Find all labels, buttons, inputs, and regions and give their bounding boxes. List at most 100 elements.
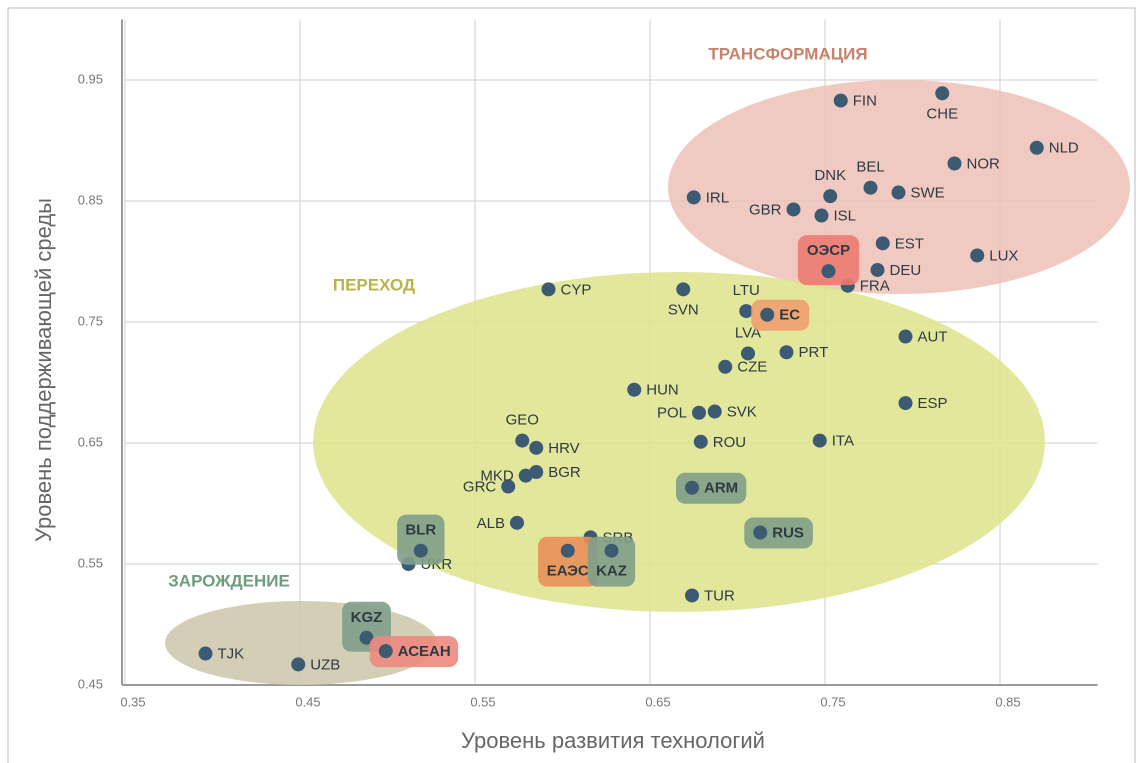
point-group: FIN [833,93,877,110]
point [693,434,708,449]
point-group: ALB [477,515,524,532]
point [685,588,699,603]
point-label: UZB [310,656,340,673]
point-group: ARM [676,472,747,504]
point [515,433,530,448]
point-label: ЕАЭС [547,563,589,580]
point-group: GEO [506,412,539,448]
point [833,93,848,108]
point-group: NOR [947,155,1001,172]
highlight-box [538,536,598,587]
point [685,480,699,495]
point-group: UZB [291,656,340,673]
point-group: ROU [693,434,746,451]
point [898,329,913,344]
point [510,515,524,530]
point-group: ЕС [751,299,810,331]
point-group: BGR [529,464,581,481]
point [604,543,619,558]
point-group: DEU [870,262,922,279]
point-label: HUN [646,382,679,399]
point [863,180,878,195]
point [970,248,985,263]
y-tick-label: 0.65 [78,434,103,449]
point-label: SVN [668,301,699,318]
point-label: SVK [727,404,757,421]
point-label: TJK [218,646,245,663]
point-label: HRV [548,440,579,457]
x-tick-label: 0.55 [470,694,495,709]
point [676,282,691,297]
y-tick-label: 0.45 [78,676,103,691]
point [518,468,533,483]
point [821,264,836,279]
point-label: TUR [704,587,735,604]
region-label: ЗАРОЖДЕНИЕ [168,571,290,590]
highlight-box [369,636,459,668]
point-group: GRC [463,479,516,496]
point [541,282,556,297]
point-group: CYP [541,281,592,298]
highlight-box [751,299,810,331]
point [823,189,838,204]
point-label: ЕС [779,307,800,324]
point-label: ITA [832,433,854,450]
point-group: NLD [1029,140,1079,157]
point-label: ROU [713,434,746,451]
point [779,345,794,360]
point-group: BEL [856,159,885,195]
point-label: DEU [890,262,922,279]
x-axis-title: Уровень развития технологий [461,728,765,753]
point-group: SVN [668,282,699,318]
point-group: AUT [898,328,948,345]
point-label: ALB [477,515,505,532]
point-group: POL [657,405,706,422]
highlight-box [744,517,813,549]
point-label: BEL [856,159,884,176]
point-label: SWE [911,184,945,201]
region-transition [313,272,1045,612]
point-group: EST [875,235,924,252]
x-tick-label: 0.35 [120,694,145,709]
point-group: BLR [397,514,445,565]
point-label: KAZ [596,563,627,580]
point [529,440,544,455]
point [875,236,890,251]
point-label: NLD [1049,140,1079,157]
point-group: HUN [627,382,679,399]
point-group: TJK [198,646,245,663]
point-label: LUX [989,247,1018,264]
point-label: MKD [480,468,514,485]
point-label: KGZ [351,609,383,626]
point [501,479,516,494]
y-tick-label: 0.95 [78,71,103,86]
point-label: ОЭСР [807,242,850,259]
point-group: CZE [718,359,767,376]
point-group: DNK [814,167,846,204]
point-label: CYP [561,281,592,298]
point-label: GBR [749,201,782,218]
x-tick-label: 0.85 [995,694,1020,709]
point [870,262,885,277]
point [741,346,755,361]
point-label: PRT [799,344,829,361]
point [359,630,374,645]
point-group: PRT [779,344,829,361]
point [198,646,213,661]
point-group: TUR [685,587,735,604]
point [947,156,962,171]
point-group: MKD [480,468,533,485]
point-group: LTU [733,282,760,319]
point-label: АСЕАН [398,643,451,660]
region-label: ПЕРЕХОД [333,275,415,294]
point-label: NOR [967,155,1001,172]
point-group: KAZ [587,536,636,587]
point [814,208,829,223]
point-label: DNK [814,167,846,184]
point [560,543,575,558]
point [378,644,393,659]
highlight-box [676,472,747,504]
point-group: LUX [970,247,1018,264]
point [891,185,906,200]
